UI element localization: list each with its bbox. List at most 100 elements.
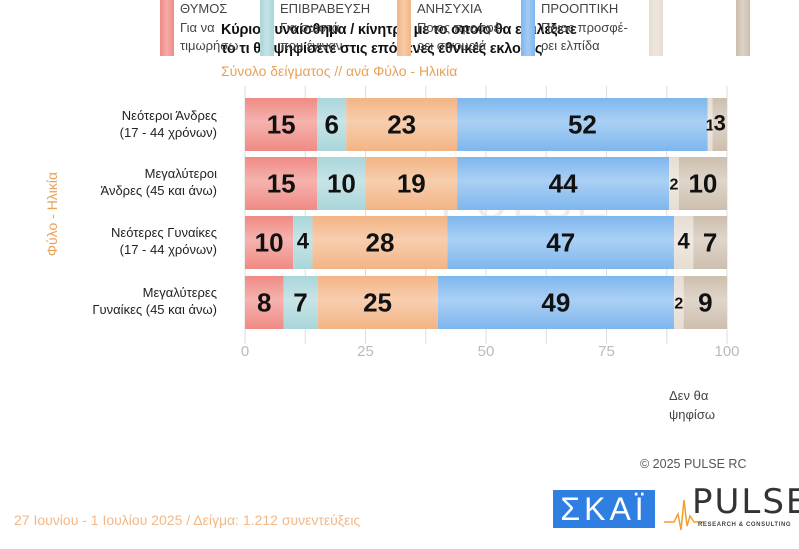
legend-swatch xyxy=(397,0,411,56)
legend-label-line: Ποιος προσφέ- xyxy=(541,19,628,35)
title-line-2: το τι θα ψηφίσετε στις επόμενες εθνικές … xyxy=(221,41,543,57)
bar-segment xyxy=(245,157,318,210)
legend-label-line: ΑΝΗΣΥΧΙΑ xyxy=(417,1,483,16)
bar-segment xyxy=(365,157,458,210)
data-label: 44 xyxy=(549,169,578,199)
data-label: 7 xyxy=(293,288,307,318)
legend-swatch xyxy=(521,0,535,56)
bar-segment xyxy=(457,157,670,210)
legend-swatch xyxy=(160,0,174,56)
x-tick-label: 25 xyxy=(357,343,374,360)
legend-label-line: ψηφίσω xyxy=(669,406,715,422)
data-label: 10 xyxy=(255,228,284,258)
pulse-logo-subtext: RESEARCH & CONSULTING xyxy=(698,522,792,528)
bar-segment xyxy=(437,276,674,329)
category-label-line: Νεότερες Γυναίκες xyxy=(111,225,217,240)
data-label: 1 xyxy=(706,118,715,135)
copyright: © 2025 PULSE RC xyxy=(640,457,747,471)
data-label: 52 xyxy=(568,110,597,140)
data-label: 10 xyxy=(688,169,717,199)
data-label: 4 xyxy=(297,229,310,254)
legend-label: ΠΡΟΟΠΤΙΚΗ Ποιος προσφέ-ρει ελπίδα xyxy=(541,0,628,56)
legend-label: ΑΝΗΣΥΧΙΑ Ποιος προσφέ-ρει σιγουριά xyxy=(417,0,504,56)
data-label: 47 xyxy=(546,228,575,258)
category-label: Μεγαλύτεροι Άνδρες (45 και άνω) xyxy=(47,165,218,199)
bar-segment xyxy=(245,216,294,269)
legend-label-line: ΕΠΙΒΡΑΒΕΥΣΗ xyxy=(280,1,371,16)
data-label: 49 xyxy=(541,288,570,318)
pulse-wave-icon xyxy=(664,499,704,531)
legend-label-line: ΘΥΜΟΣ xyxy=(180,1,228,16)
bar-segment xyxy=(312,216,448,269)
bar-segment xyxy=(693,216,727,269)
data-label: 25 xyxy=(363,288,392,318)
x-tick-label: 0 xyxy=(241,343,249,360)
chart-subtitle: Σύνολο δείγματος // ανά Φύλο - Ηλικία xyxy=(221,63,458,79)
legend-label-line: τιμωρήσω xyxy=(180,38,239,53)
bar-segment xyxy=(673,276,684,329)
legend-label-line: που έγιναν xyxy=(280,38,343,53)
data-label: 19 xyxy=(397,169,426,199)
category-label-line: (17 - 44 χρόνων) xyxy=(119,242,217,257)
bar-segment xyxy=(678,157,727,210)
data-label: 3 xyxy=(714,111,726,136)
bar-segment xyxy=(317,157,366,210)
legend-label: ΘΥΜΟΣ Για να τιμωρήσω xyxy=(180,0,238,56)
bar-segment xyxy=(683,276,727,329)
category-label-line: Άνδρες (45 και άνω) xyxy=(100,183,218,198)
data-label: 8 xyxy=(257,288,271,318)
category-label-line: (17 - 44 χρόνων) xyxy=(119,125,217,140)
bar-segment xyxy=(447,216,674,269)
legend-swatch xyxy=(736,0,750,56)
bar-segment xyxy=(293,216,313,269)
x-tick-label: 75 xyxy=(598,343,615,360)
legend-label-line: ΠΡΟΟΠΤΙΚΗ xyxy=(541,1,619,16)
data-label: 4 xyxy=(677,229,690,254)
legend-label-line: Για να xyxy=(180,19,215,35)
bar-segment xyxy=(245,98,318,151)
data-label: 15 xyxy=(267,169,296,199)
category-label: Νεότερες Γυναίκες (17 - 44 χρόνων) xyxy=(47,224,217,258)
data-label: 15 xyxy=(267,110,296,140)
category-label-line: Νεότεροι Άνδρες xyxy=(121,108,217,123)
data-label: 10 xyxy=(327,169,356,199)
skai-logo: ΣΚΑΪ xyxy=(553,490,655,528)
category-label-line: Μεγαλύτεροι xyxy=(144,166,217,181)
legend-label-line: ρει σιγουριά xyxy=(417,38,487,53)
x-tick-label: 100 xyxy=(714,343,739,360)
x-tick-label: 50 xyxy=(478,343,495,360)
bar-segment xyxy=(669,157,679,210)
data-label: 9 xyxy=(698,288,712,318)
category-label: Μεγαλύτερες Γυναίκες (45 και άνω) xyxy=(47,284,217,318)
bar-segment xyxy=(317,276,438,329)
footer-fieldwork: 27 Ιουνίου - 1 Ιουλίου 2025 / Δείγμα: 1.… xyxy=(14,512,361,528)
bar-segment xyxy=(283,276,318,329)
bar-segment xyxy=(457,98,708,151)
bar-segment xyxy=(673,216,694,269)
legend-label-line: Για σωστά xyxy=(280,19,340,35)
legend-label-line: Δεν θα xyxy=(669,388,709,403)
pulse-logo: PULSE RESEARCH & CONSULTING xyxy=(664,482,799,534)
legend-label: Δεν θα ψηφίσω xyxy=(669,387,715,443)
data-label: 2 xyxy=(670,177,679,194)
pulse-logo-text: PULSE xyxy=(692,482,799,522)
data-label: 6 xyxy=(325,110,339,140)
data-label: 23 xyxy=(387,110,416,140)
bar-segment xyxy=(712,98,727,151)
legend-swatch xyxy=(649,0,663,56)
bar-segment xyxy=(245,276,284,329)
legend-label-line: ρει ελπίδα xyxy=(541,38,600,53)
bar-segment xyxy=(346,98,458,151)
category-label: Νεότεροι Άνδρες (17 - 44 χρόνων) xyxy=(47,107,217,141)
data-label: 7 xyxy=(703,228,717,258)
legend-label: ΕΠΙΒΡΑΒΕΥΣΗ Για σωστά που έγιναν xyxy=(280,0,370,56)
category-label-line: Μεγαλύτερες xyxy=(142,285,217,300)
bar-segment xyxy=(317,98,347,151)
legend-label-line: Ποιος προσφέ- xyxy=(417,19,504,35)
data-label: 28 xyxy=(365,228,394,258)
data-label: 2 xyxy=(674,296,683,313)
legend-swatch xyxy=(260,0,274,56)
category-label-line: Γυναίκες (45 και άνω) xyxy=(92,302,217,317)
bar-segment xyxy=(707,98,713,151)
